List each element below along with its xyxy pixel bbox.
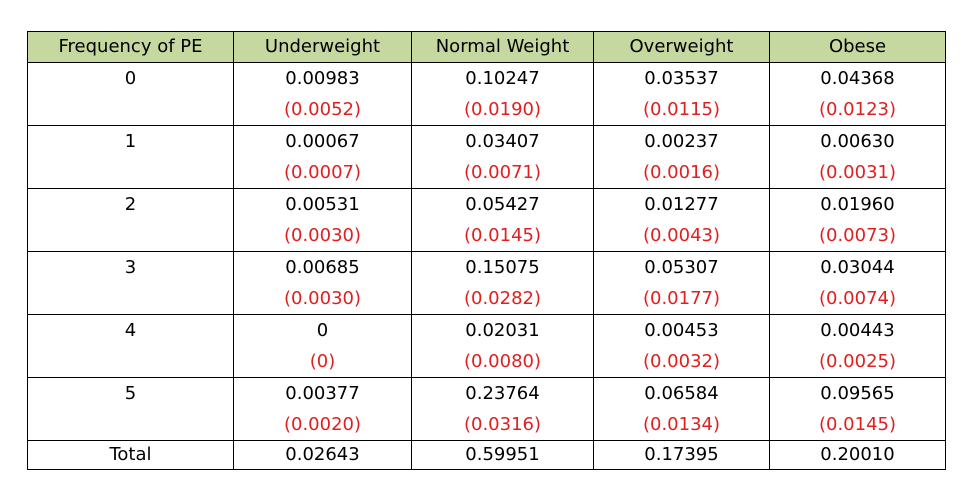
value-cell: 0.00237 [593, 125, 770, 157]
table-row: 0 0.00983 0.10247 0.03537 0.04368 [27, 62, 946, 126]
value-cell: 0.00377 [233, 377, 412, 409]
value-cell: 0.00983 [233, 62, 412, 94]
header-normal-weight: Normal Weight [411, 31, 594, 63]
standard-error-cell: (0.0145) [411, 220, 594, 252]
value-cell: 0 [233, 314, 412, 346]
standard-error-cell: (0.0316) [411, 409, 594, 441]
total-row: Total 0.02643 0.59951 0.17395 0.20010 [27, 440, 946, 470]
standard-error-cell: (0.0016) [593, 157, 770, 189]
frequency-label: 1 [27, 125, 234, 189]
frequency-label: 5 [27, 377, 234, 441]
value-cell: 0.00630 [769, 125, 946, 157]
table-body: 0 0.00983 0.10247 0.03537 0.04368 (0.005… [27, 62, 946, 470]
standard-error-cell: (0.0074) [769, 283, 946, 315]
standard-error-cell: (0.0007) [233, 157, 412, 189]
header-obese: Obese [769, 31, 946, 63]
total-value-cell: 0.02643 [233, 440, 412, 470]
total-value-cell: 0.20010 [769, 440, 946, 470]
standard-error-cell: (0.0282) [411, 283, 594, 315]
standard-error-cell: (0.0032) [593, 346, 770, 378]
standard-error-row: (0.0030) (0.0282) (0.0177) (0.0074) [28, 283, 946, 315]
value-cell: 0.09565 [769, 377, 946, 409]
value-cell: 0.00453 [593, 314, 770, 346]
standard-error-row: (0) (0.0080) (0.0032) (0.0025) [28, 346, 946, 378]
table-row: 1 0.00067 0.03407 0.00237 0.00630 [27, 125, 946, 189]
standard-error-cell: (0.0071) [411, 157, 594, 189]
value-cell: 0.00443 [769, 314, 946, 346]
value-cell: 0.05427 [411, 188, 594, 220]
frequency-label: 3 [27, 251, 234, 315]
header-overweight: Overweight [593, 31, 770, 63]
standard-error-cell: (0.0177) [593, 283, 770, 315]
standard-error-cell: (0.0134) [593, 409, 770, 441]
value-cell: 0.04368 [769, 62, 946, 94]
header-underweight: Underweight [233, 31, 412, 63]
header-frequency-of-pe: Frequency of PE [27, 31, 234, 63]
table-header: Frequency of PE Underweight Normal Weigh… [27, 31, 946, 63]
standard-error-cell: (0.0030) [233, 283, 412, 315]
table-row: 4 0 0.02031 0.00453 0.00443 [27, 314, 946, 378]
standard-error-cell: (0.0123) [769, 94, 946, 126]
frequency-label: 2 [27, 188, 234, 252]
frequency-label: 4 [27, 314, 234, 378]
frequency-label: 0 [27, 62, 234, 126]
standard-error-cell: (0.0020) [233, 409, 412, 441]
value-cell: 0.02031 [411, 314, 594, 346]
standard-error-row: (0.0030) (0.0145) (0.0043) (0.0073) [28, 220, 946, 252]
total-value-cell: 0.59951 [411, 440, 594, 470]
value-cell: 0.03407 [411, 125, 594, 157]
standard-error-cell: (0.0030) [233, 220, 412, 252]
standard-error-cell: (0.0080) [411, 346, 594, 378]
pe-weight-table: Frequency of PE Underweight Normal Weigh… [27, 31, 946, 470]
value-cell: 0.03537 [593, 62, 770, 94]
standard-error-row: (0.0007) (0.0071) (0.0016) (0.0031) [28, 157, 946, 189]
total-label: Total [27, 440, 234, 470]
standard-error-cell: (0.0025) [769, 346, 946, 378]
value-cell: 0.23764 [411, 377, 594, 409]
value-cell: 0.00067 [233, 125, 412, 157]
table-row: 3 0.00685 0.15075 0.05307 0.03044 [27, 251, 946, 315]
standard-error-cell: (0.0043) [593, 220, 770, 252]
standard-error-cell: (0.0145) [769, 409, 946, 441]
value-cell: 0.03044 [769, 251, 946, 283]
standard-error-cell: (0.0190) [411, 94, 594, 126]
header-row: Frequency of PE Underweight Normal Weigh… [27, 31, 946, 63]
standard-error-cell: (0.0115) [593, 94, 770, 126]
standard-error-cell: (0.0052) [233, 94, 412, 126]
value-cell: 0.01277 [593, 188, 770, 220]
total-value-cell: 0.17395 [593, 440, 770, 470]
value-cell: 0.05307 [593, 251, 770, 283]
table-row: 2 0.00531 0.05427 0.01277 0.01960 [27, 188, 946, 252]
table-row: 5 0.00377 0.23764 0.06584 0.09565 [27, 377, 946, 441]
value-cell: 0.10247 [411, 62, 594, 94]
value-cell: 0.00531 [233, 188, 412, 220]
value-cell: 0.01960 [769, 188, 946, 220]
standard-error-cell: (0.0031) [769, 157, 946, 189]
standard-error-cell: (0.0073) [769, 220, 946, 252]
value-cell: 0.15075 [411, 251, 594, 283]
standard-error-cell: (0) [233, 346, 412, 378]
value-cell: 0.00685 [233, 251, 412, 283]
value-cell: 0.06584 [593, 377, 770, 409]
